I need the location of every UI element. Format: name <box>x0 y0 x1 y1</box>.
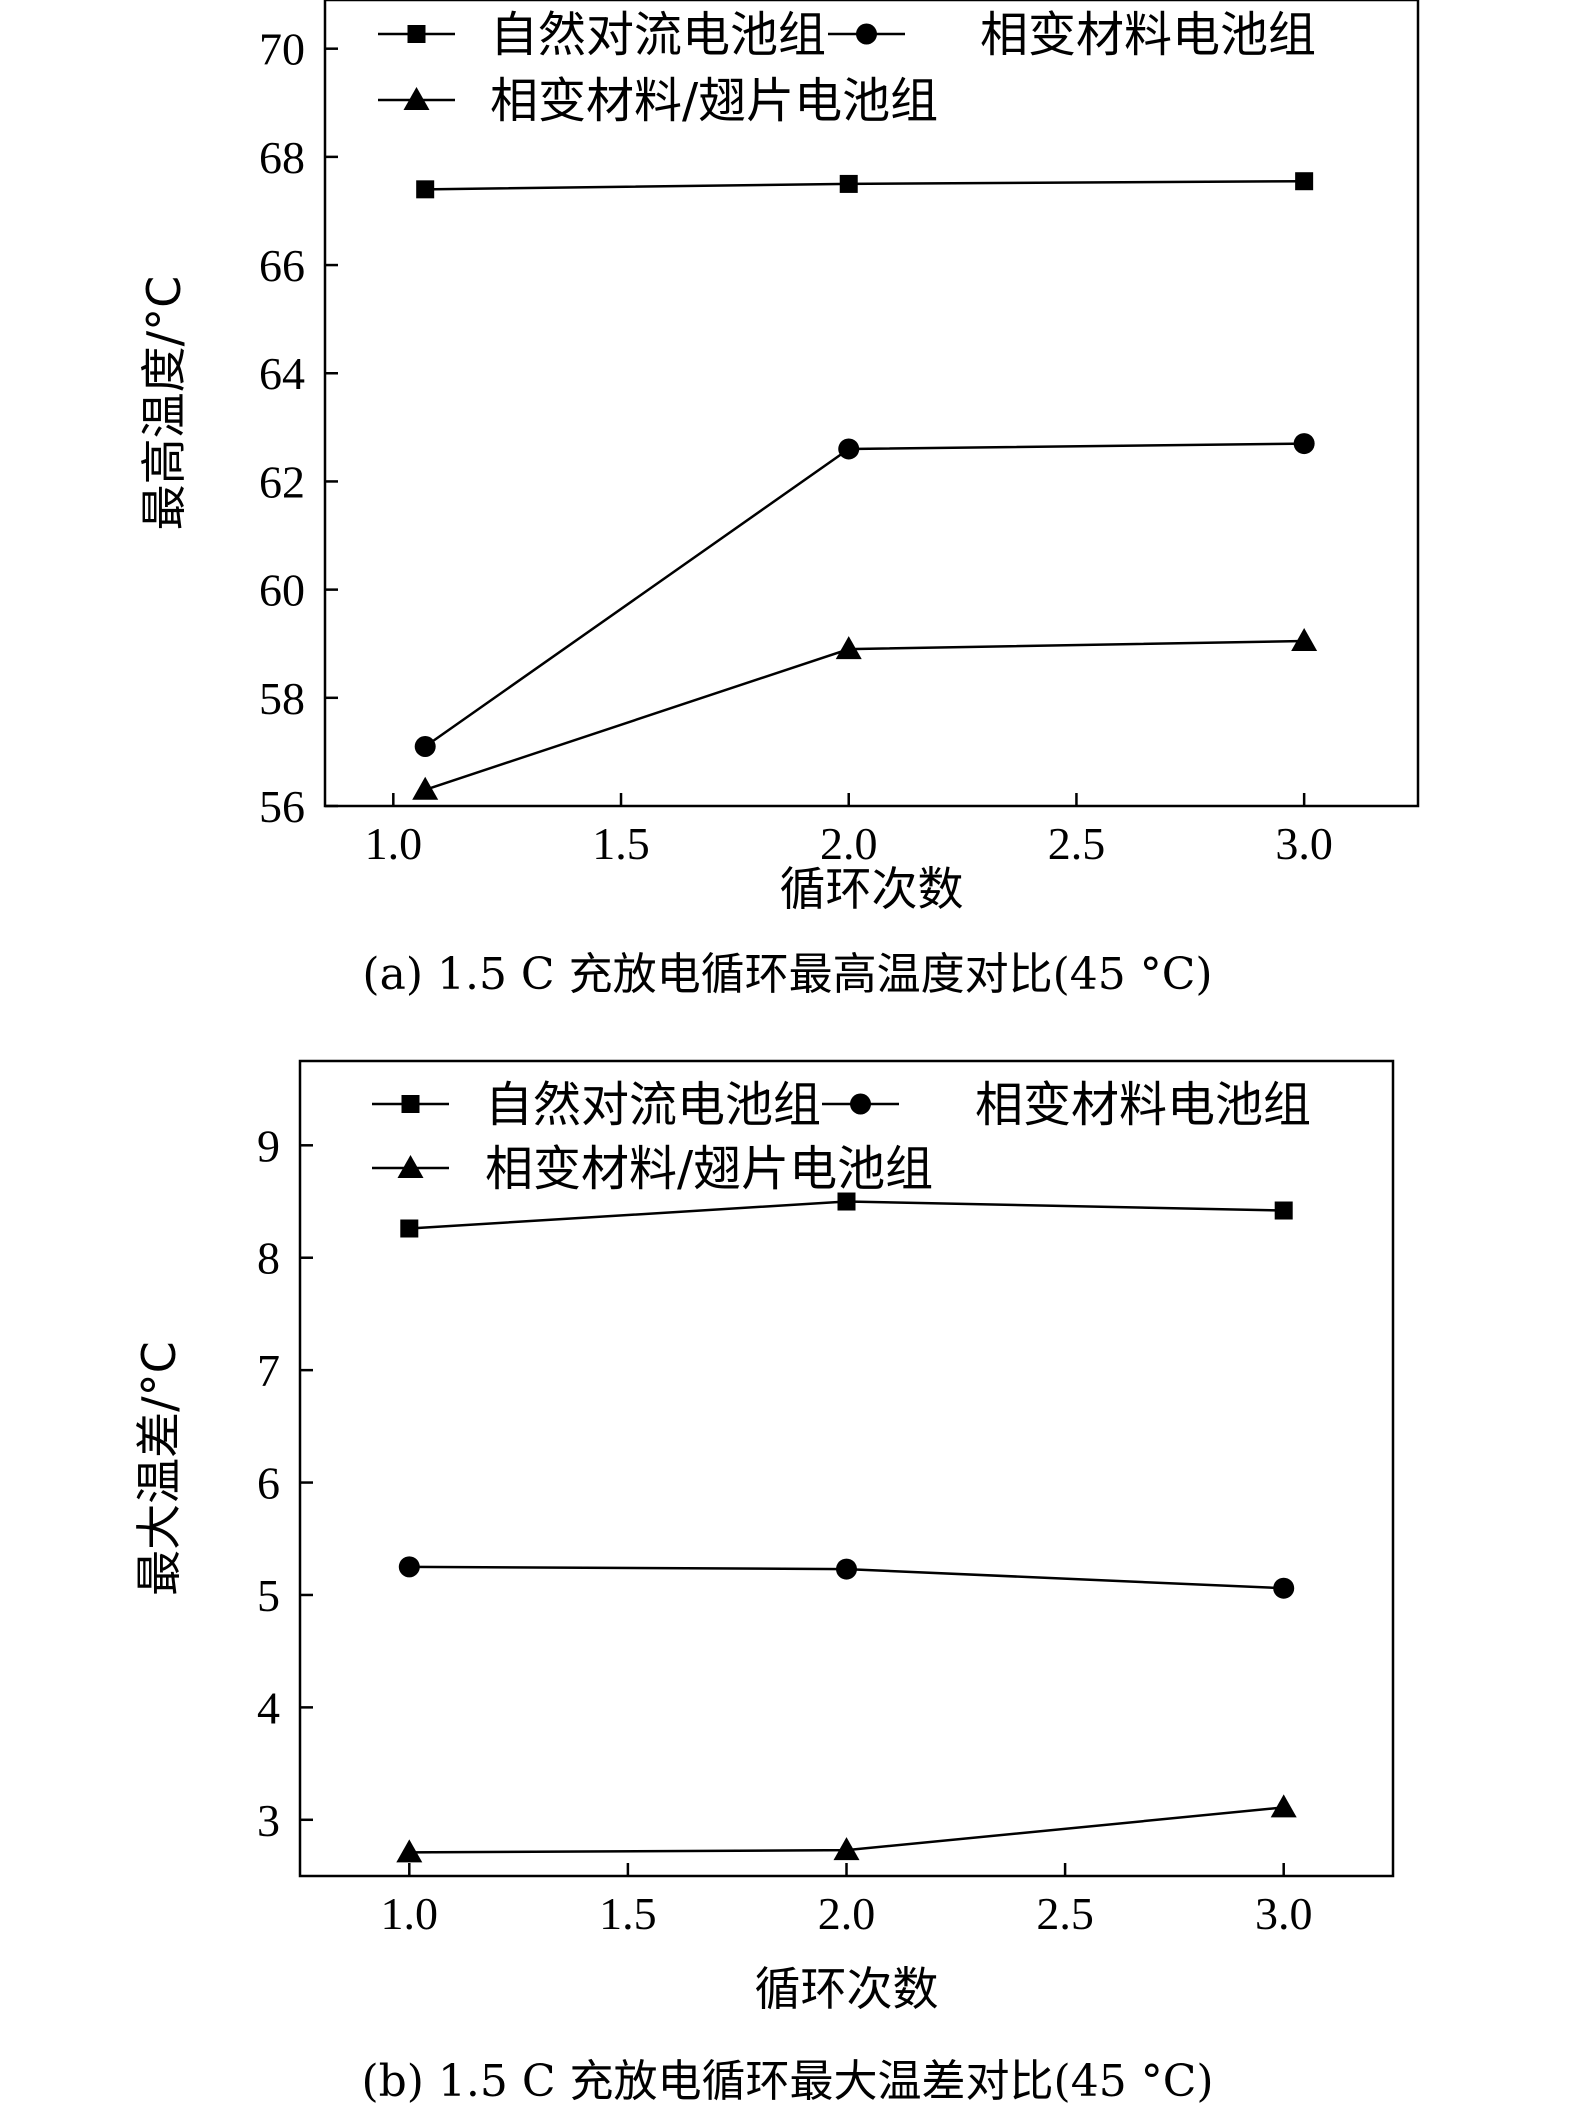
chart-a-ytick-label: 68 <box>259 132 305 183</box>
chart-b-y-axis-title: 最大温差/°C <box>132 1341 186 1596</box>
chart-a-ytick-label: 56 <box>259 781 305 832</box>
chart-a-ytick-label: 62 <box>259 456 305 507</box>
chart-b-legend-marker <box>401 1095 420 1113</box>
chart-b-ytick-label: 4 <box>257 1682 280 1733</box>
chart-b-legend-label: 相变材料电池组 <box>975 1077 1311 1133</box>
chart-b-ytick-label: 7 <box>257 1345 280 1396</box>
chart-b-series-2-point <box>833 1837 860 1861</box>
chart-a-series-1 <box>414 433 1315 757</box>
chart-a-plot-frame <box>323 0 1420 808</box>
chart-b-ytick-label: 8 <box>257 1233 280 1284</box>
chart-b-ytick-label: 5 <box>257 1570 280 1621</box>
chart-b-legend-marker <box>397 1155 424 1178</box>
chart-b-series-0-point <box>1274 1201 1293 1220</box>
chart-b-series-1 <box>398 1556 1295 1599</box>
chart-a-series-2 <box>412 628 1318 800</box>
chart-a-xtick-label: 1.0 <box>365 818 423 869</box>
chart-a-series-0-line <box>425 179 1305 191</box>
chart-a-legend-entry-2: 相变材料/翅片电池组 <box>378 73 938 129</box>
chart-a-ytick-label: 70 <box>259 24 305 75</box>
chart-b-ytick-label: 3 <box>257 1795 280 1846</box>
chart-a-series-1-point <box>838 438 860 460</box>
chart-b-series-0-point <box>400 1219 419 1238</box>
chart-a-series-2-point <box>835 636 862 660</box>
chart-a-ytick-label: 64 <box>259 348 305 399</box>
chart-a-legend-label: 相变材料/翅片电池组 <box>490 73 938 129</box>
chart-a-ytick-label: 66 <box>259 240 305 291</box>
chart-a-ytick-label: 58 <box>259 673 305 724</box>
chart-b-ytick-label: 9 <box>257 1120 280 1171</box>
chart-a-xtick-label: 2.5 <box>1048 818 1106 869</box>
chart-a-series-0 <box>416 172 1314 199</box>
chart-b-legend-label: 相变材料/翅片电池组 <box>485 1141 933 1197</box>
chart-a-series-0-point <box>839 174 858 193</box>
chart-a-xtick-label: 3.0 <box>1275 818 1333 869</box>
chart-a-series-2-point <box>1291 628 1318 652</box>
chart-a-legend-label: 自然对流电池组 <box>490 7 826 63</box>
chart-b-legend-entry-2: 相变材料/翅片电池组 <box>372 1141 933 1197</box>
chart-a-series-0-point <box>1295 172 1314 191</box>
chart-a-legend-label: 相变材料电池组 <box>980 7 1316 63</box>
chart-a-x-axis-title: 循环次数 <box>780 862 964 916</box>
chart-b-series-2-point <box>1270 1794 1297 1818</box>
chart-a-series-1-point <box>1293 433 1315 455</box>
chart-panel-a: 1.0 1.5 2.0 2.5 3.0 56 58 60 62 64 66 68 70 循环次数 最高温度/… <box>137 0 1420 1000</box>
chart-a-series-1-point <box>414 735 436 757</box>
chart-a-series-1-line <box>424 442 1305 748</box>
chart-a-legend-entry-0: 自然对流电池组 <box>378 7 826 63</box>
chart-a-legend-marker <box>856 23 877 45</box>
chart-b-series-1-point <box>398 1556 420 1578</box>
chart-b-legend-marker <box>850 1093 871 1115</box>
chart-a-series-2-line <box>424 639 1305 791</box>
chart-b-series-1-point <box>1273 1577 1295 1599</box>
chart-b-xtick-label: 2.0 <box>818 1888 876 1939</box>
chart-b-legend-entry-1: 相变材料电池组 <box>822 1077 1311 1133</box>
chart-b-xtick-label: 3.0 <box>1255 1888 1313 1939</box>
chart-a-xtick-label: 1.5 <box>592 818 650 869</box>
chart-b-series-1-point <box>836 1558 857 1580</box>
chart-b-svg: 1.0 1.5 2.0 2.5 3.0 3 4 5 6 7 8 9 循环次数 最大温差/°C 自然对流电池组… <box>132 1059 1395 2016</box>
chart-b-series-0-point <box>837 1192 856 1211</box>
chart-b-legend-entry-0: 自然对流电池组 <box>372 1077 821 1133</box>
chart-b-legend-label: 自然对流电池组 <box>485 1077 821 1133</box>
chart-a-series-0-point <box>416 180 435 199</box>
chart-a-legend-entry-1: 相变材料电池组 <box>828 7 1316 63</box>
chart-b-series-2 <box>396 1794 1297 1863</box>
chart-a-series-2-point <box>412 776 439 800</box>
chart-panel-b: 1.0 1.5 2.0 2.5 3.0 3 4 5 6 7 8 9 循环次数 最大温差/°C 自然对流电池组… <box>0 1059 1575 2120</box>
chart-b-caption: (b) 1.5 C 充放电循环最大温差对比(45 °C) <box>361 2056 1214 2107</box>
chart-a-xtick-label: 2.0 <box>820 818 878 869</box>
chart-a-legend-marker <box>403 87 430 110</box>
chart-b-xtick-label: 1.0 <box>381 1888 439 1939</box>
chart-b-xtick-label: 1.5 <box>599 1888 657 1939</box>
chart-b-xtick-label: 2.5 <box>1036 1888 1094 1939</box>
chart-a-caption: (a) 1.5 C 充放电循环最高温度对比(45 °C) <box>362 949 1213 1000</box>
chart-a-ytick-label: 60 <box>259 565 305 616</box>
chart-b-series-2-point <box>396 1839 423 1863</box>
chart-b-x-axis-title: 循环次数 <box>755 1962 939 2016</box>
chart-b-ytick-label: 6 <box>257 1458 280 1509</box>
chart-a-y-axis-title: 最高温度/°C <box>137 276 191 531</box>
chart-a-svg: 1.0 1.5 2.0 2.5 3.0 56 58 60 62 64 66 68 70 循环次数 最高温度/… <box>137 0 1420 916</box>
chart-a-legend-marker <box>407 25 426 43</box>
chart-b-series-0 <box>400 1192 1293 1238</box>
